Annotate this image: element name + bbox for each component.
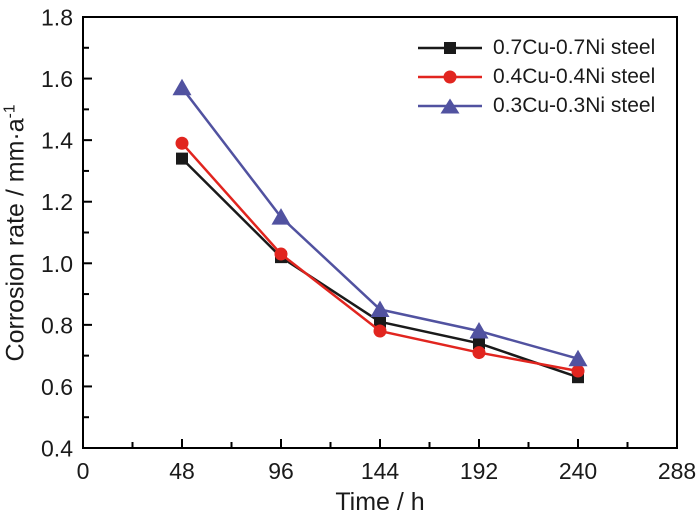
y-tick-label: 1.4 <box>41 128 73 154</box>
y-axis-title-superscript: -1 <box>1 104 19 119</box>
legend-marker-circle-icon <box>418 70 482 83</box>
series-line-0 <box>181 157 579 379</box>
legend: 0.7Cu-0.7Ni steel 0.4Cu-0.4Ni steel 0.3C… <box>416 33 655 120</box>
data-point-triangle-marker <box>271 208 291 225</box>
y-tick-label: 0.8 <box>41 312 73 338</box>
data-point-circle-marker <box>175 136 189 150</box>
x-tick-label: 288 <box>658 458 696 484</box>
y-axis-title-text: Corrosion rate / mm·a <box>1 118 30 362</box>
data-point-circle-marker <box>472 346 486 360</box>
y-tick-label: 1.2 <box>41 189 73 215</box>
y-axis-title: Corrosion rate / mm·a-1 <box>1 105 30 362</box>
legend-marker-square-icon <box>418 41 482 54</box>
data-point-triangle-marker <box>469 322 489 339</box>
data-point-square-marker <box>176 152 188 165</box>
legend-item-04cu-04ni: 0.4Cu-0.4Ni steel <box>416 62 655 91</box>
data-point-circle-marker <box>373 324 387 338</box>
y-tick-label: 1.0 <box>41 251 73 277</box>
y-tick-label: 0.6 <box>41 374 73 400</box>
data-point-triangle-marker <box>370 300 390 317</box>
x-tick-label: 144 <box>361 458 400 484</box>
y-tick-label: 1.6 <box>41 66 73 92</box>
y-tick-label: 0.4 <box>41 436 73 462</box>
x-axis-title: Time / h <box>335 488 425 516</box>
legend-marker-triangle-icon <box>418 98 482 113</box>
legend-label: 0.4Cu-0.4Ni steel <box>493 64 656 88</box>
legend-item-03cu-03ni: 0.3Cu-0.3Ni steel <box>416 91 655 120</box>
data-point-circle-marker <box>274 247 288 261</box>
x-tick-label: 48 <box>169 458 195 484</box>
data-point-square-marker <box>473 337 485 350</box>
data-point-triangle-marker <box>568 349 588 367</box>
x-tick-label: 0 <box>77 458 90 484</box>
legend-item-07cu-07ni: 0.7Cu-0.7Ni steel <box>416 33 655 62</box>
data-point-square-marker <box>374 315 386 328</box>
data-point-triangle-marker <box>172 78 192 96</box>
plot-frame <box>82 16 678 449</box>
legend-label: 0.3Cu-0.3Ni steel <box>493 93 656 117</box>
y-tick-label: 1.8 <box>41 5 73 31</box>
legend-label: 0.7Cu-0.7Ni steel <box>493 35 656 59</box>
x-tick-label: 192 <box>460 458 498 484</box>
data-point-circle-marker <box>571 364 585 378</box>
x-tick-label: 240 <box>559 458 597 484</box>
x-tick-label: 96 <box>268 458 294 484</box>
